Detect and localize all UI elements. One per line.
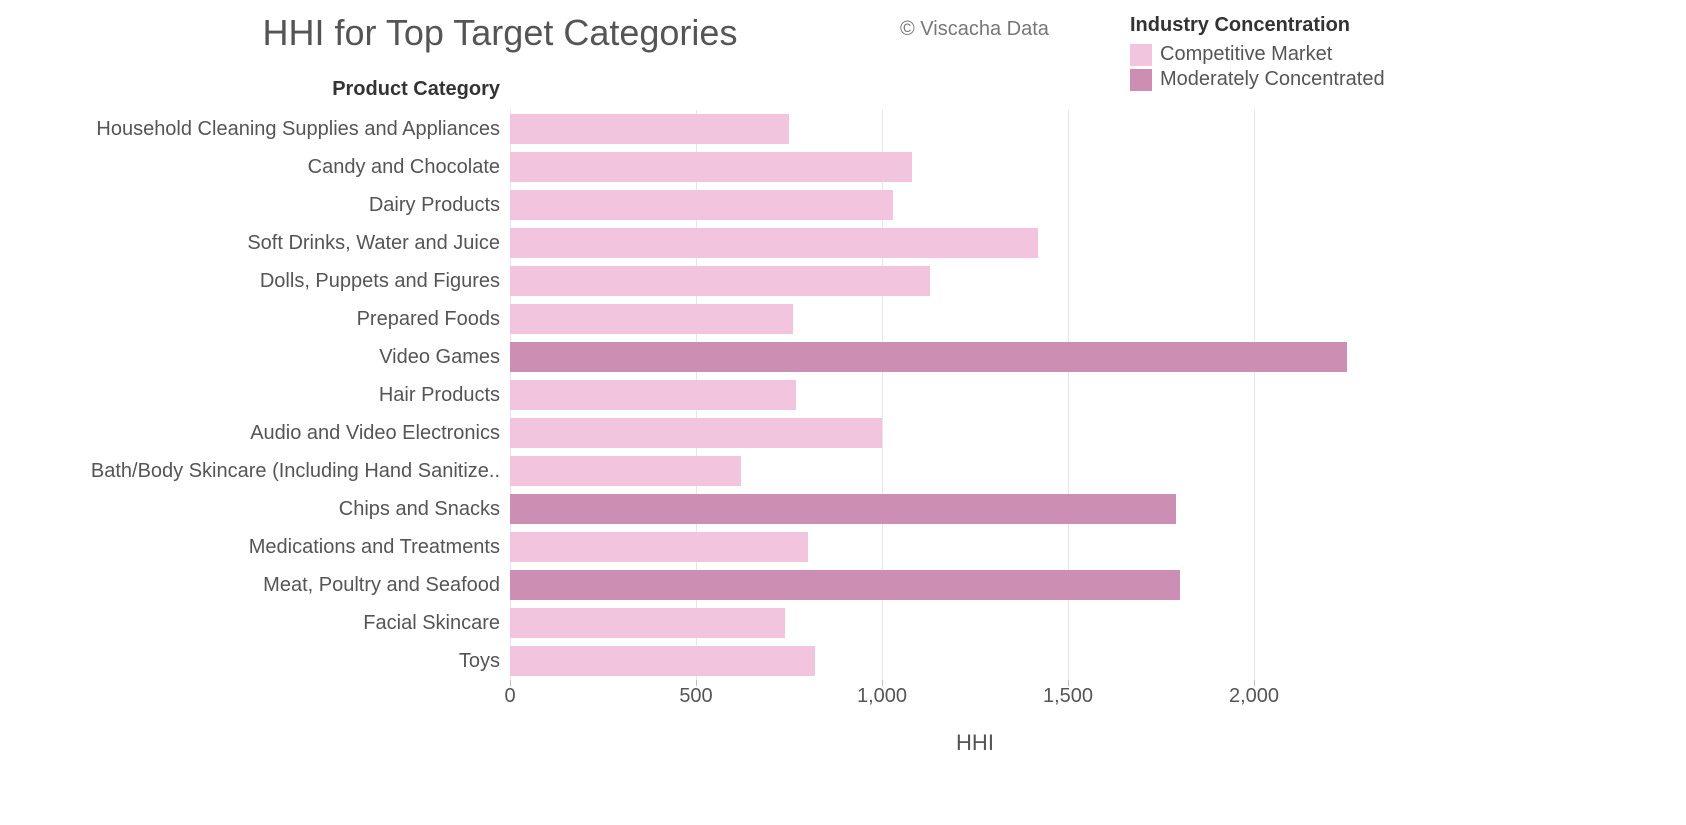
legend-swatch	[1130, 69, 1152, 91]
legend-item: Competitive Market	[1130, 43, 1385, 66]
plot-area: HHI 05001,0001,5002,000Household Cleanin…	[510, 110, 1440, 680]
chart-row: Medications and Treatments	[510, 528, 1440, 566]
bar	[510, 608, 785, 638]
category-label: Facial Skincare	[20, 612, 500, 635]
category-label: Dolls, Puppets and Figures	[20, 270, 500, 293]
category-label: Meat, Poultry and Seafood	[20, 574, 500, 597]
bar	[510, 114, 789, 144]
category-label: Chips and Snacks	[20, 498, 500, 521]
legend-label: Moderately Concentrated	[1160, 68, 1385, 91]
category-label: Bath/Body Skincare (Including Hand Sanit…	[20, 460, 500, 483]
category-label: Candy and Chocolate	[20, 156, 500, 179]
bar	[510, 456, 741, 486]
legend: Industry Concentration Competitive Marke…	[1130, 14, 1385, 93]
chart-row: Hair Products	[510, 376, 1440, 414]
bar	[510, 380, 796, 410]
category-label: Prepared Foods	[20, 308, 500, 331]
category-label: Video Games	[20, 346, 500, 369]
chart-row: Video Games	[510, 338, 1440, 376]
chart-row: Soft Drinks, Water and Juice	[510, 224, 1440, 262]
bar	[510, 570, 1180, 600]
legend-title: Industry Concentration	[1130, 14, 1385, 37]
legend-label: Competitive Market	[1160, 43, 1332, 66]
chart-row: Chips and Snacks	[510, 490, 1440, 528]
bar	[510, 304, 793, 334]
y-axis-title: Product Category	[0, 78, 500, 101]
category-label: Audio and Video Electronics	[20, 422, 500, 445]
category-label: Toys	[20, 650, 500, 673]
x-axis-title: HHI	[510, 730, 1440, 756]
legend-swatch	[1130, 44, 1152, 66]
bar	[510, 494, 1176, 524]
bar	[510, 152, 912, 182]
category-label: Medications and Treatments	[20, 536, 500, 559]
category-label: Hair Products	[20, 384, 500, 407]
bar	[510, 532, 808, 562]
category-label: Soft Drinks, Water and Juice	[20, 232, 500, 255]
category-label: Household Cleaning Supplies and Applianc…	[20, 118, 500, 141]
bar	[510, 342, 1347, 372]
chart-row: Bath/Body Skincare (Including Hand Sanit…	[510, 452, 1440, 490]
hhi-bar-chart: HHI for Top Target Categories © Viscacha…	[0, 0, 1686, 825]
x-tick-label: 1,000	[857, 685, 907, 708]
chart-row: Household Cleaning Supplies and Applianc…	[510, 110, 1440, 148]
legend-item: Moderately Concentrated	[1130, 68, 1385, 91]
chart-row: Audio and Video Electronics	[510, 414, 1440, 452]
x-tick-label: 0	[504, 685, 515, 708]
chart-row: Meat, Poultry and Seafood	[510, 566, 1440, 604]
chart-row: Candy and Chocolate	[510, 148, 1440, 186]
chart-row: Dairy Products	[510, 186, 1440, 224]
chart-row: Dolls, Puppets and Figures	[510, 262, 1440, 300]
x-tick-label: 500	[679, 685, 712, 708]
chart-title: HHI for Top Target Categories	[0, 12, 1000, 54]
bar	[510, 228, 1038, 258]
chart-row: Toys	[510, 642, 1440, 680]
bar	[510, 646, 815, 676]
chart-row: Prepared Foods	[510, 300, 1440, 338]
category-label: Dairy Products	[20, 194, 500, 217]
bar	[510, 418, 882, 448]
x-tick-label: 2,000	[1229, 685, 1279, 708]
chart-row: Facial Skincare	[510, 604, 1440, 642]
x-tick-label: 1,500	[1043, 685, 1093, 708]
bar	[510, 266, 930, 296]
bar	[510, 190, 893, 220]
attribution-text: © Viscacha Data	[900, 18, 1049, 41]
